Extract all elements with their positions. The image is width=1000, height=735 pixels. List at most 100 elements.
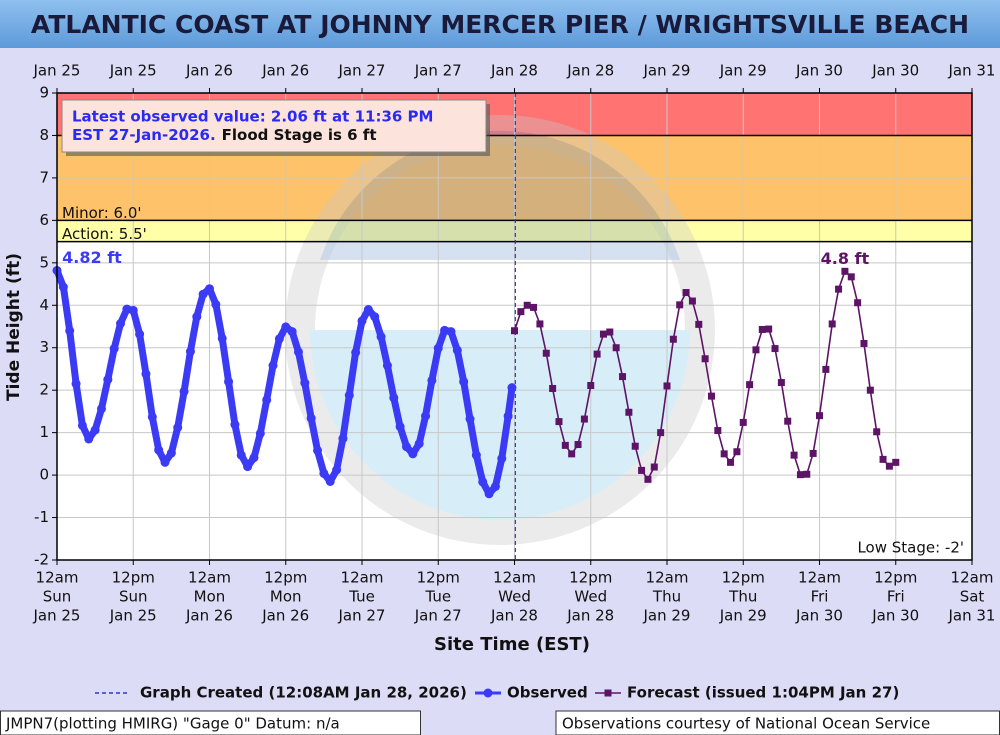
x-tick-label: Jan 26	[261, 607, 309, 625]
latest-observed-line: Latest observed value: 2.06 ft at 11:36 …	[72, 108, 433, 126]
stage-label: Minor: 6.0'	[62, 204, 142, 222]
x-tick-label: 12am	[951, 569, 994, 587]
data-point	[376, 332, 386, 342]
data-point	[173, 423, 183, 433]
data-point	[809, 449, 817, 457]
data-point	[300, 378, 310, 388]
y-tick-label: 9	[39, 84, 49, 102]
x-tick-label: Jan 29	[643, 607, 691, 625]
flood-stage: Flood Stage is 6 ft	[222, 126, 377, 144]
data-point	[58, 282, 68, 292]
data-point	[568, 450, 576, 458]
data-point	[688, 297, 696, 305]
y-tick-label: -1	[34, 508, 49, 526]
data-point	[625, 408, 633, 416]
y-tick-label: 0	[39, 466, 49, 484]
x-tick-label: Mon	[194, 588, 226, 606]
x-tick-label: Jan 30	[795, 607, 843, 625]
top-x-tick-label: Jan 30	[871, 62, 919, 80]
data-point	[720, 450, 728, 458]
data-point	[561, 441, 569, 449]
data-point	[752, 346, 760, 354]
data-point	[587, 382, 595, 390]
x-tick-label: Fri	[887, 588, 905, 606]
data-point	[338, 434, 348, 444]
data-point	[574, 441, 582, 449]
data-point	[619, 373, 627, 381]
data-point	[427, 375, 437, 385]
data-point	[555, 418, 563, 426]
data-point	[103, 375, 113, 385]
x-tick-label: Fri	[811, 588, 829, 606]
data-point	[211, 299, 221, 309]
x-tick-label: 12pm	[569, 569, 612, 587]
legend-label: Forecast (issued 1:04PM Jan 27)	[627, 684, 899, 702]
title-bar	[0, 0, 1000, 48]
data-point	[84, 434, 94, 444]
x-tick-label: 12pm	[722, 569, 765, 587]
top-x-tick-label: Jan 25	[33, 62, 81, 80]
data-point	[873, 428, 881, 436]
x-tick-label: 12am	[646, 569, 689, 587]
y-tick-label: 4	[39, 296, 49, 314]
data-point	[631, 442, 639, 450]
data-point	[879, 455, 887, 463]
data-point	[784, 417, 792, 425]
data-point	[192, 312, 202, 322]
data-point	[135, 329, 145, 339]
top-x-tick-label: Jan 29	[719, 62, 767, 80]
data-point	[707, 392, 715, 400]
data-point	[408, 449, 418, 459]
x-tick-label: 12pm	[417, 569, 460, 587]
x-tick-label: 12pm	[264, 569, 307, 587]
latest-observed-line: EST 27-Jan-2026.	[72, 126, 216, 144]
data-point	[490, 482, 500, 492]
x-tick-label: Sun	[119, 588, 148, 606]
legend: Graph Created (12:08AM Jan 28, 2026) Obse…	[95, 684, 899, 702]
x-tick-label: 12am	[341, 569, 384, 587]
data-point	[313, 445, 323, 455]
data-point	[828, 320, 836, 328]
data-point	[459, 377, 469, 387]
data-point	[90, 425, 100, 435]
x-tick-label: 12am	[493, 569, 536, 587]
data-point	[141, 369, 151, 379]
legend-marker	[483, 688, 493, 698]
x-tick-label: Jan 27	[414, 607, 462, 625]
top-x-tick-label: Jan 26	[261, 62, 309, 80]
y-tick-label: -2	[34, 551, 49, 569]
stage-label: Action: 5.5'	[62, 225, 147, 243]
data-point	[530, 303, 538, 311]
x-tick-label: Jan 29	[719, 607, 767, 625]
data-point	[109, 344, 119, 354]
footer-right: Observations courtesy of National Ocean …	[562, 715, 930, 733]
top-x-tick-label: Jan 26	[185, 62, 233, 80]
data-point	[325, 476, 335, 486]
data-point	[65, 326, 75, 336]
data-point	[536, 320, 544, 328]
data-point	[179, 386, 189, 396]
x-tick-label: Thu	[728, 588, 757, 606]
data-point	[803, 470, 811, 478]
data-point	[676, 301, 684, 309]
footer-box	[0, 710, 421, 735]
y-axis-title: Tide Height (ft)	[4, 253, 24, 401]
data-point	[478, 477, 488, 487]
data-point	[593, 350, 601, 358]
chart-title: ATLANTIC COAST AT JOHNNY MERCER PIER / W…	[31, 10, 969, 39]
x-tick-label: Jan 30	[871, 607, 919, 625]
data-point	[160, 457, 170, 467]
data-point	[217, 333, 227, 343]
x-tick-label: 12pm	[112, 569, 155, 587]
data-point	[243, 462, 253, 472]
legend-label: Observed	[507, 684, 588, 702]
data-point	[332, 465, 342, 475]
data-point	[612, 344, 620, 352]
data-point	[370, 312, 380, 322]
x-tick-label: Tue	[424, 588, 451, 606]
y-tick-label: 8	[39, 126, 49, 144]
data-point	[733, 448, 741, 456]
x-tick-label: 12am	[798, 569, 841, 587]
legend-label: Graph Created (12:08AM Jan 28, 2026)	[140, 684, 467, 702]
data-point	[147, 412, 157, 422]
